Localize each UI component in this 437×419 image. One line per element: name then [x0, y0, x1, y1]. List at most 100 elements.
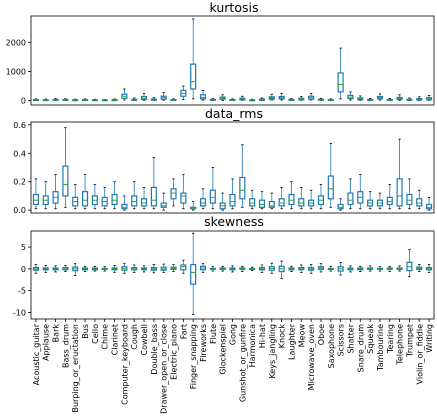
box-scissors: [337, 261, 344, 276]
iqr-box: [229, 193, 236, 207]
plot-frame: [30, 121, 435, 214]
box-flute: [209, 167, 216, 210]
x-tick-label: Knock: [278, 324, 287, 349]
box-meow: [298, 187, 305, 210]
box-tearing: [386, 184, 393, 210]
box-microwave-oven: [308, 92, 315, 101]
box-double-bass: [150, 97, 157, 101]
box-snare-drum: [357, 174, 364, 210]
x-tick-label: Applause: [42, 324, 51, 361]
x-tick-label: Burping_or_eructation: [71, 324, 80, 413]
iqr-box: [406, 193, 413, 206]
box-burping-or-eructation: [72, 184, 79, 210]
x-tick-label: Tearing: [386, 324, 395, 354]
box-bark: [52, 98, 59, 101]
box-fart: [180, 174, 187, 210]
box-bus: [82, 265, 89, 272]
iqr-box: [62, 165, 69, 197]
box-fart: [180, 259, 187, 274]
box-trumpet: [406, 248, 413, 278]
box-drawer-open-or-close: [160, 192, 167, 211]
x-tick-label: Violin_or_fiddle: [415, 324, 424, 385]
x-tick-label: Squeak: [366, 324, 375, 354]
kurtosis-panel: kurtosis 0 1000 2000: [6, 0, 435, 106]
box-cowbell: [140, 92, 148, 101]
x-tick-label: Writing: [425, 324, 434, 353]
y-tick-label: 0: [21, 265, 26, 274]
iqr-box: [288, 193, 295, 206]
box-cough: [131, 97, 138, 101]
box-glockenspiel: [219, 192, 226, 211]
box-keys-jangling: [268, 93, 275, 101]
box-chime: [101, 187, 108, 210]
box-computer-keyboard: [121, 195, 128, 211]
box-saxophone: [327, 98, 334, 102]
box-telephone: [396, 138, 403, 210]
box-clarinet: [111, 98, 118, 102]
skewness-panel: skewness -10 -5 0 5: [13, 214, 435, 320]
x-tick-label: Computer_keyboard: [120, 324, 129, 405]
box-cello: [91, 98, 98, 102]
iqr-box: [111, 193, 118, 206]
box-finger-snapping: [190, 232, 197, 316]
x-tick-label: Bark: [52, 324, 61, 343]
x-tick-label: Clarinet: [111, 324, 120, 355]
x-tick-label: Electric_piano: [170, 324, 179, 380]
box-violin-or-fiddle: [416, 96, 423, 101]
box-electric-piano: [170, 98, 177, 102]
panel-title-skewness: skewness: [204, 214, 264, 229]
x-tick-label: Cello: [91, 324, 100, 344]
box-snare-drum: [357, 95, 364, 101]
box-finger-snapping: [190, 201, 197, 211]
box-cough: [131, 181, 138, 210]
panel-title-data-rms: data_rms: [205, 106, 263, 121]
data-rms-panel: data_rms 0.0 0.2 0.4 0.6: [13, 106, 435, 215]
box-saxophone: [327, 142, 334, 208]
box-meow: [298, 264, 305, 273]
box-computer-keyboard: [121, 263, 128, 274]
box-snare-drum: [357, 265, 364, 272]
iqr-box: [209, 189, 216, 204]
box-computer-keyboard: [121, 88, 128, 101]
y-tick-label: 0: [21, 97, 26, 106]
box-fart: [180, 85, 187, 100]
box-oboe: [317, 184, 325, 210]
iqr-box: [426, 203, 433, 210]
y-tick-label: -10: [13, 308, 26, 317]
box-oboe: [317, 263, 325, 273]
x-tick-label: Telephone: [396, 324, 405, 366]
x-tick-label: Bass_drum: [61, 324, 70, 368]
box-clarinet: [111, 265, 118, 273]
x-tick-label: Gunshot_or_gunfire: [238, 324, 247, 402]
box-acoustic-guitar: [32, 178, 39, 210]
box-tambourine: [376, 192, 383, 210]
x-tick-label: Cough: [130, 324, 139, 350]
box-saxophone: [327, 265, 334, 272]
iqr-box: [278, 198, 285, 207]
iqr-box: [386, 196, 393, 206]
box-gong: [229, 265, 236, 273]
box-fireworks: [199, 188, 207, 210]
iqr-box: [82, 191, 89, 207]
box-hi-hat: [258, 264, 266, 273]
x-tick-label: Fart: [179, 324, 188, 339]
iqr-box: [258, 199, 266, 208]
iqr-box: [396, 178, 403, 207]
iqr-box: [249, 198, 256, 207]
box-violin-or-fiddle: [416, 189, 423, 210]
iqr-box: [337, 72, 344, 93]
x-tick-label: Microwave_oven: [307, 324, 316, 390]
box-applause: [42, 181, 49, 210]
y-tick-label: 1000: [6, 67, 26, 76]
box-scissors: [337, 47, 344, 100]
box-bus: [82, 174, 89, 210]
box-harmonica: [249, 266, 256, 272]
x-tick-label: Meow: [297, 324, 306, 348]
box-burping-or-eructation: [72, 263, 79, 276]
x-tick-label: Fireworks: [199, 324, 208, 362]
x-tick-label: Double_bass: [150, 324, 159, 375]
y-tick-label: 0.4: [13, 149, 26, 158]
box-applause: [42, 265, 49, 273]
iqr-box: [239, 176, 246, 200]
box-gunshot-or-gunfire: [239, 265, 246, 272]
